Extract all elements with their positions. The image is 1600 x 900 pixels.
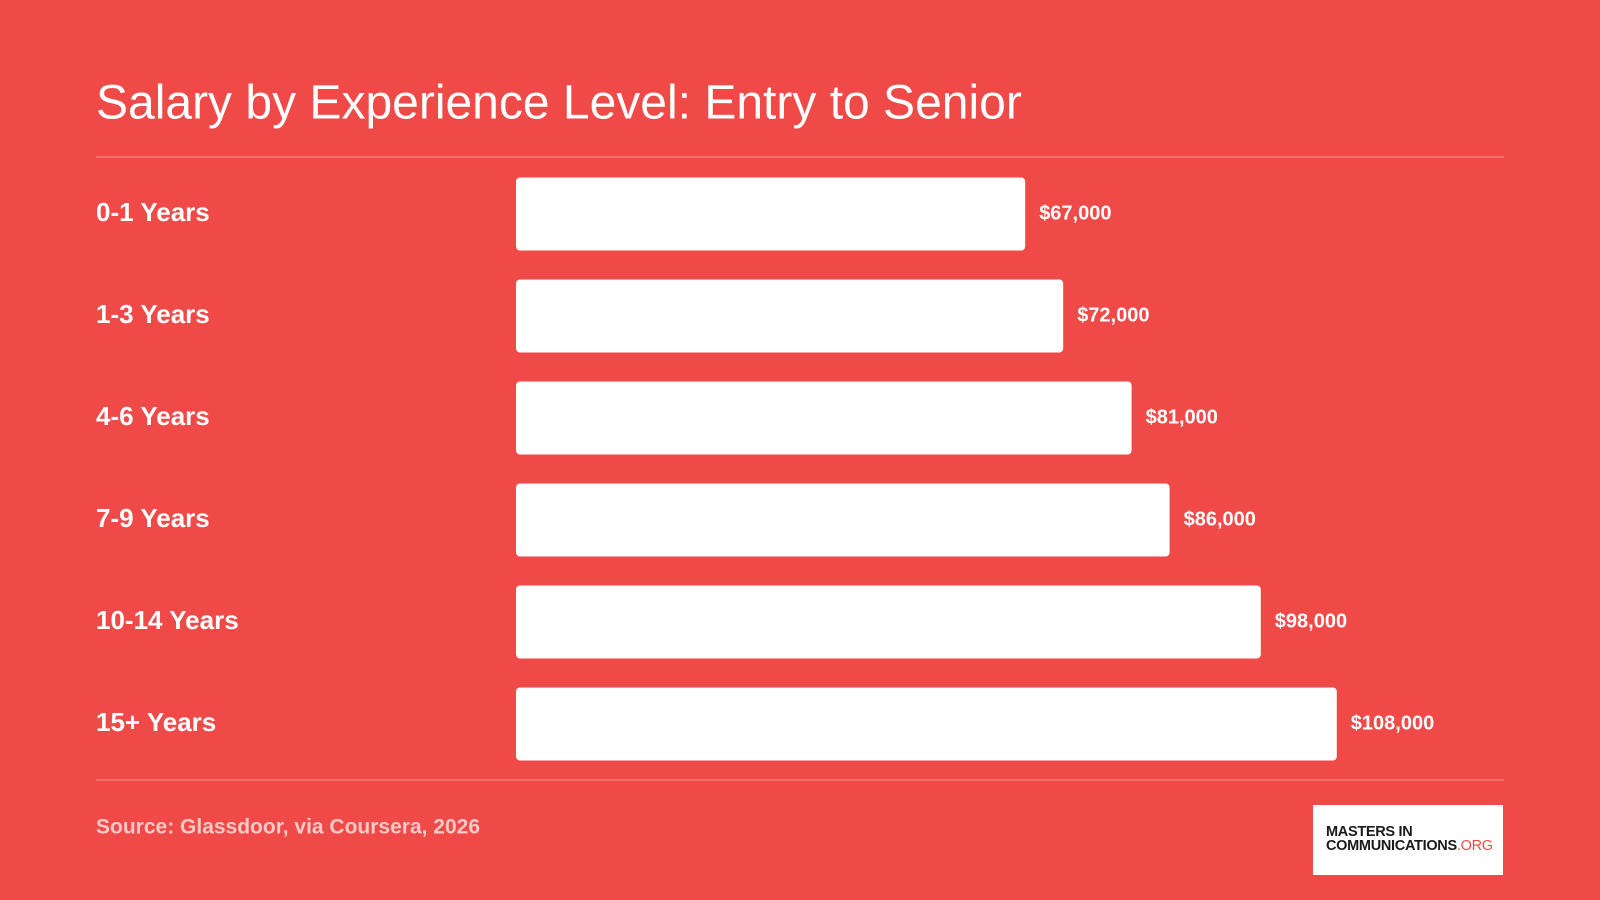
category-label: 10-14 Years — [96, 605, 239, 635]
category-label: 7-9 Years — [96, 503, 210, 533]
logo-text: COMMUNICATIONS.ORG — [1326, 838, 1493, 854]
category-label: 1-3 Years — [96, 299, 210, 329]
logo-box — [1313, 805, 1503, 875]
category-label: 4-6 Years — [96, 401, 210, 431]
logo-text: MASTERS IN — [1326, 824, 1412, 840]
value-label: $98,000 — [1275, 610, 1347, 632]
bar — [516, 585, 1261, 659]
value-label: $81,000 — [1146, 406, 1218, 428]
value-label: $72,000 — [1077, 304, 1149, 326]
logo-suffix: .ORG — [1457, 838, 1493, 854]
value-label: $86,000 — [1184, 508, 1256, 530]
logo-text: COMMUNICATIONS — [1326, 838, 1457, 854]
value-label: $108,000 — [1351, 712, 1434, 734]
bar — [516, 483, 1170, 557]
bar — [516, 687, 1337, 761]
bar — [516, 177, 1026, 251]
category-label: 0-1 Years — [96, 197, 210, 227]
value-label: $67,000 — [1039, 202, 1111, 224]
bar — [516, 381, 1132, 455]
source-note: Source: Glassdoor, via Coursera, 2026 — [96, 816, 480, 839]
bar — [516, 279, 1064, 353]
chart-title: Salary by Experience Level: Entry to Sen… — [96, 77, 1022, 130]
category-label: 15+ Years — [96, 707, 216, 737]
